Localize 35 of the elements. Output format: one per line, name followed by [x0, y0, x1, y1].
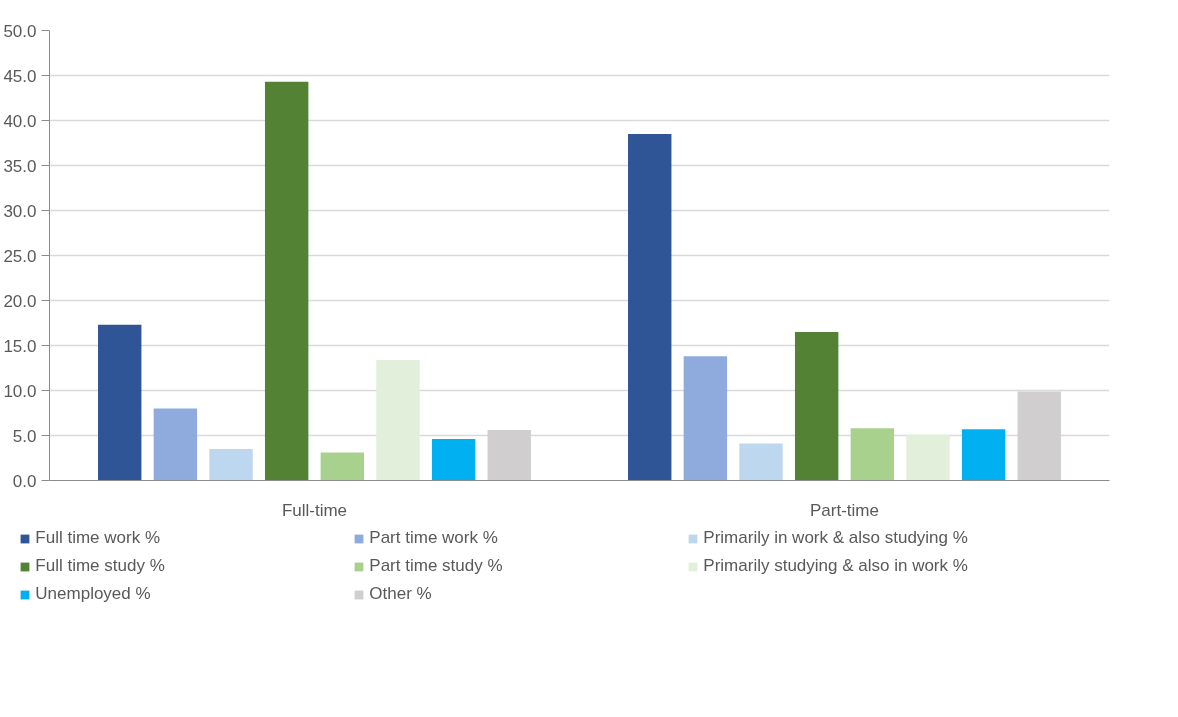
bar: [739, 443, 783, 481]
bar: [628, 134, 672, 481]
bar: [376, 359, 420, 481]
legend-label: Primarily in work & also studying %: [703, 528, 969, 548]
bar: [683, 356, 728, 481]
bar: [850, 428, 895, 481]
legend-label: Other %: [369, 584, 433, 604]
legend-label: Full time study %: [35, 556, 166, 576]
bar: [98, 324, 142, 481]
y-tick-label: 0.0: [12, 471, 37, 491]
y-tick-label: 35.0: [3, 156, 37, 176]
bar: [264, 81, 309, 481]
y-tick-label: 15.0: [3, 336, 37, 356]
x-tick-label: Part-time: [810, 500, 879, 520]
bar: [431, 439, 476, 481]
legend-label: Full time work %: [35, 528, 161, 548]
bar: [961, 429, 1006, 481]
y-tick-label: 50.0: [3, 21, 37, 41]
legend-label: Part time study %: [369, 556, 504, 576]
y-tick-label: 25.0: [3, 246, 37, 266]
y-tick-label: 10.0: [3, 381, 37, 401]
legend-label: Part time work %: [369, 528, 499, 548]
y-tick-label: 40.0: [3, 111, 37, 131]
bar: [906, 434, 950, 481]
y-tick-label: 5.0: [12, 426, 37, 446]
bar: [320, 452, 365, 481]
legend-label: Unemployed %: [35, 584, 152, 604]
bar: [209, 449, 253, 481]
y-tick-label: 30.0: [3, 201, 37, 221]
bar: [794, 332, 839, 481]
legend-label: Primarily studying & also in work %: [703, 556, 969, 576]
y-tick-label: 45.0: [3, 66, 37, 86]
bar: [153, 408, 198, 481]
y-tick-label: 20.0: [3, 291, 37, 311]
x-tick-label: Full-time: [281, 500, 348, 520]
